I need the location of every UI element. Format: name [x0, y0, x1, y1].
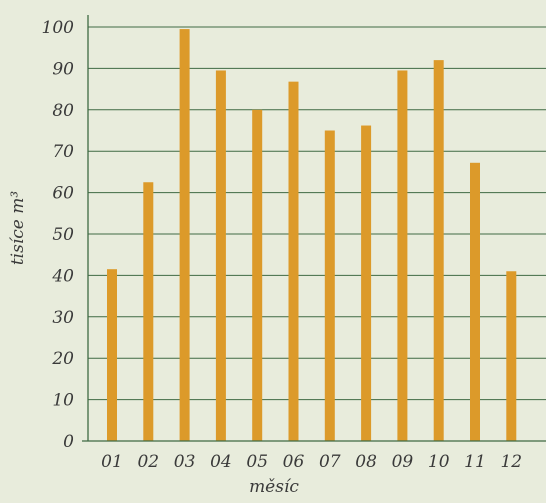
- x-tick-label: 07: [319, 452, 341, 472]
- x-tick-label: 02: [137, 452, 159, 472]
- x-tick-label: 09: [392, 452, 414, 472]
- y-tick-label: 0: [63, 432, 74, 452]
- x-tick-label: 03: [174, 452, 196, 472]
- bar: [252, 109, 263, 442]
- y-tick-label: 10: [52, 391, 74, 411]
- y-tick-label: 90: [52, 59, 74, 79]
- y-tick-label: 30: [52, 308, 74, 328]
- bar: [361, 125, 372, 442]
- x-tick-label: 01: [101, 452, 123, 472]
- x-tick-label: 10: [428, 452, 450, 472]
- y-tick-labels: 0 10 20 30 40 50 60 70 80 90 100: [42, 18, 75, 452]
- axes: [82, 15, 546, 442]
- y-tick-label: 60: [52, 184, 74, 204]
- y-tick-label: 40: [51, 266, 74, 286]
- bar: [288, 81, 299, 441]
- x-tick-label: 06: [283, 452, 305, 472]
- grid-lines: [88, 26, 546, 401]
- bar: [470, 162, 480, 442]
- x-tick-label: 12: [500, 452, 522, 472]
- y-tick-label: 80: [52, 101, 74, 121]
- bar: [433, 60, 444, 442]
- y-tick-label: 20: [51, 349, 74, 369]
- bar: [324, 130, 335, 441]
- x-tick-labels: 01 02 03 04 05 06 07 08 09 10 11 12: [101, 452, 522, 472]
- bar: [397, 70, 408, 441]
- x-axis-label: měsíc: [249, 477, 299, 497]
- y-tick-label: 70: [52, 142, 74, 162]
- bar: [143, 182, 154, 441]
- bar: [506, 271, 517, 441]
- bar: [107, 269, 117, 441]
- x-tick-label: 04: [210, 452, 232, 472]
- y-tick-label: 50: [52, 225, 74, 245]
- y-tick-label: 100: [42, 18, 75, 38]
- x-tick-label: 11: [464, 452, 486, 472]
- bars: [107, 29, 517, 442]
- bar: [179, 29, 190, 441]
- x-tick-label: 08: [355, 452, 377, 472]
- y-axis-label: tisíce m³: [8, 191, 28, 266]
- x-tick-label: 05: [246, 452, 268, 472]
- bar: [215, 70, 226, 441]
